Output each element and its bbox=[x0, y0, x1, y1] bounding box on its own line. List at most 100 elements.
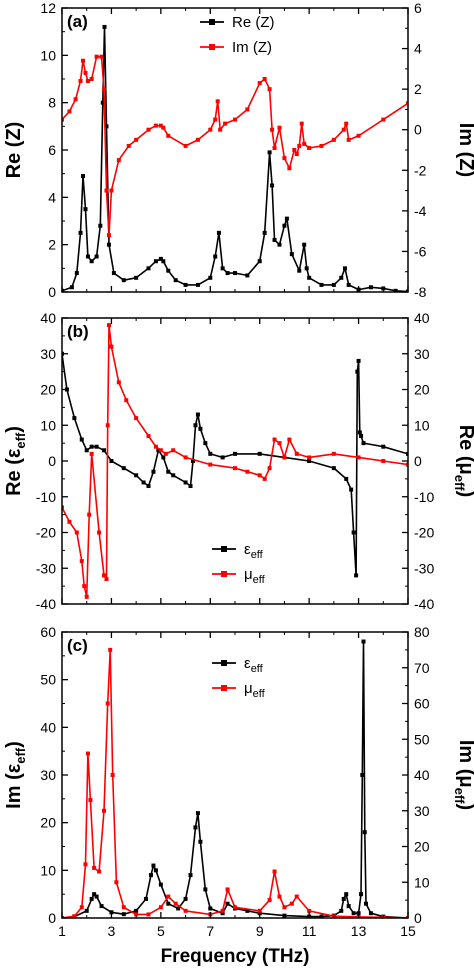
data-point bbox=[292, 148, 297, 152]
x-tick-label: 1 bbox=[58, 923, 66, 939]
legend-label: μeff bbox=[244, 680, 266, 700]
data-point bbox=[85, 254, 90, 259]
right-tick-label: -40 bbox=[414, 596, 434, 612]
right-tick-label: -2 bbox=[414, 162, 427, 178]
left-tick-label: 0 bbox=[48, 284, 56, 300]
data-point bbox=[195, 282, 200, 287]
left-tick-label: -10 bbox=[36, 489, 56, 505]
legend-label: εeff bbox=[244, 655, 264, 675]
data-point bbox=[151, 469, 156, 474]
data-point bbox=[359, 892, 364, 897]
right-tick-label: -4 bbox=[414, 203, 427, 219]
data-point bbox=[72, 914, 77, 918]
data-point bbox=[102, 448, 107, 453]
series-line bbox=[62, 26, 408, 292]
data-point bbox=[161, 125, 166, 130]
data-point bbox=[307, 145, 312, 150]
data-point bbox=[62, 505, 64, 510]
left-tick-label: 20 bbox=[40, 815, 56, 831]
right-tick-label: -10 bbox=[414, 489, 434, 505]
series-right bbox=[62, 323, 408, 599]
data-point bbox=[126, 143, 131, 148]
left-tick-label: -20 bbox=[36, 525, 56, 541]
data-point bbox=[121, 905, 126, 910]
right-tick-label: -30 bbox=[414, 560, 434, 576]
data-point bbox=[270, 127, 275, 132]
data-point bbox=[79, 905, 84, 910]
data-point bbox=[381, 459, 386, 463]
data-point bbox=[79, 559, 84, 564]
data-point bbox=[99, 904, 104, 909]
data-point bbox=[176, 906, 181, 911]
data-point bbox=[146, 912, 151, 917]
data-point bbox=[109, 459, 114, 463]
data-point bbox=[134, 275, 139, 280]
right-tick-label: 80 bbox=[414, 624, 430, 640]
data-point bbox=[141, 480, 146, 485]
data-point bbox=[220, 455, 225, 460]
left-tick-label: 50 bbox=[40, 672, 56, 688]
data-point bbox=[267, 87, 272, 92]
data-point bbox=[102, 573, 107, 578]
data-point bbox=[134, 908, 139, 913]
data-point bbox=[114, 880, 119, 885]
series-left bbox=[62, 351, 408, 578]
data-point bbox=[359, 433, 364, 438]
right-tick-label: 0 bbox=[414, 910, 422, 926]
data-point bbox=[203, 887, 208, 892]
data-point bbox=[220, 911, 225, 916]
data-point bbox=[319, 282, 324, 287]
data-point bbox=[97, 869, 102, 874]
data-point bbox=[208, 451, 213, 456]
x-tick-label: 3 bbox=[108, 923, 116, 939]
left-tick-label: 10 bbox=[40, 417, 56, 433]
data-point bbox=[82, 584, 87, 589]
data-point bbox=[307, 455, 312, 460]
right-tick-label: -6 bbox=[414, 243, 427, 259]
data-point bbox=[257, 451, 262, 456]
left-tick-label: -30 bbox=[36, 560, 56, 576]
data-point bbox=[215, 99, 220, 104]
data-point bbox=[190, 459, 195, 463]
data-point bbox=[406, 101, 408, 106]
data-point bbox=[297, 143, 302, 148]
data-point bbox=[245, 908, 250, 913]
data-point bbox=[158, 448, 163, 453]
left-tick-label: 20 bbox=[40, 382, 56, 398]
data-point bbox=[287, 166, 292, 171]
legend-marker bbox=[221, 546, 227, 552]
data-point bbox=[102, 808, 107, 813]
legend-marker bbox=[221, 660, 227, 666]
data-point bbox=[146, 484, 151, 489]
data-point bbox=[106, 323, 111, 328]
right-tick-label: 6 bbox=[414, 0, 422, 16]
data-point bbox=[109, 344, 114, 349]
data-point bbox=[166, 894, 171, 899]
data-point bbox=[105, 701, 110, 706]
right-tick-label: 30 bbox=[414, 803, 430, 819]
legend-marker bbox=[221, 571, 227, 577]
data-point bbox=[267, 150, 272, 155]
data-point bbox=[102, 24, 107, 29]
data-point bbox=[195, 412, 200, 417]
data-point bbox=[406, 289, 408, 292]
left-tick-label: 30 bbox=[40, 767, 56, 783]
data-point bbox=[158, 905, 163, 910]
left-tick-label: 4 bbox=[48, 189, 56, 205]
right-tick-label: 50 bbox=[414, 731, 430, 747]
data-point bbox=[94, 444, 99, 449]
data-point bbox=[89, 259, 94, 264]
data-point bbox=[267, 898, 272, 903]
data-point bbox=[233, 451, 237, 456]
data-point bbox=[381, 286, 386, 291]
right-tick-label: 70 bbox=[414, 660, 430, 676]
right-tick-label: 60 bbox=[414, 696, 430, 712]
legend-label: Im (Z) bbox=[232, 39, 272, 56]
data-point bbox=[188, 873, 193, 878]
data-point bbox=[72, 416, 77, 421]
data-point bbox=[183, 282, 188, 287]
data-point bbox=[342, 266, 347, 271]
data-point bbox=[294, 152, 299, 157]
data-point bbox=[354, 573, 359, 578]
